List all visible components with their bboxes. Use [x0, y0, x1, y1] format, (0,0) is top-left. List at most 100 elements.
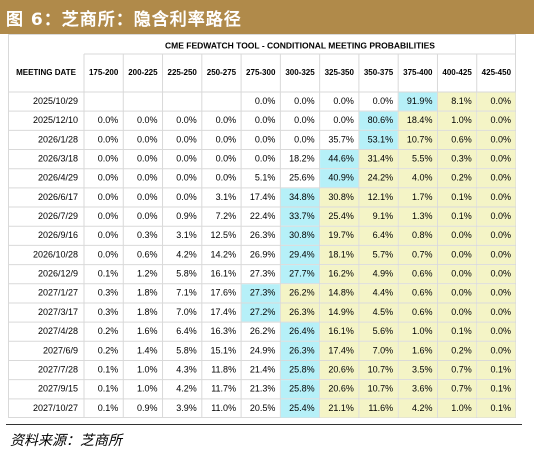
probability-value: 10.7% [368, 384, 394, 394]
probability-value: 0.0% [98, 192, 119, 202]
probability-value: 1.6% [412, 345, 433, 355]
probability-value: 91.9% [407, 96, 433, 106]
probability-value: 0.3% [451, 153, 472, 163]
upper-range-cell-highlight [477, 111, 516, 130]
probability-value: 21.3% [250, 384, 276, 394]
probability-value: 27.7% [289, 269, 315, 279]
meeting-date-label: 2027/7/28 [38, 364, 78, 374]
probability-value: 1.7% [412, 192, 433, 202]
probability-value: 8.1% [451, 96, 472, 106]
upper-range-cell-highlight [320, 322, 359, 341]
upper-range-cell-highlight [398, 399, 437, 418]
probability-value: 4.3% [176, 364, 197, 374]
upper-range-cell-highlight [320, 188, 359, 207]
upper-range-cell-highlight [477, 322, 516, 341]
meeting-date-label: 2027/6/9 [43, 345, 78, 355]
meeting-date-label: 2026/1/28 [38, 134, 78, 144]
probability-value: 27.3% [250, 288, 276, 298]
upper-range-cell-highlight [437, 188, 477, 207]
modal-cell-highlight [241, 284, 280, 303]
probability-value: 33.7% [289, 211, 315, 221]
upper-range-cell-highlight [398, 169, 437, 188]
modal-cell-highlight [320, 150, 359, 169]
probability-value: 10.7% [407, 134, 433, 144]
meeting-date-label: 2027/10/27 [33, 403, 78, 413]
probability-value: 0.0% [451, 269, 472, 279]
modal-cell-highlight [320, 169, 359, 188]
probability-value: 0.0% [373, 96, 394, 106]
probability-value: 5.8% [176, 269, 197, 279]
probability-value: 0.1% [490, 384, 511, 394]
probability-value: 26.9% [250, 249, 276, 259]
probability-value: 0.1% [490, 364, 511, 374]
probability-value: 5.7% [373, 249, 394, 259]
probability-value: 0.6% [451, 134, 472, 144]
column-header: 325-350 [325, 68, 355, 77]
probability-value: 18.2% [289, 153, 315, 163]
probability-value: 0.9% [176, 211, 197, 221]
upper-range-cell-highlight [320, 284, 359, 303]
upper-range-cell-highlight [398, 322, 437, 341]
probability-value: 0.0% [137, 153, 158, 163]
upper-range-cell-highlight [477, 380, 516, 399]
probability-value: 0.0% [176, 192, 197, 202]
upper-range-cell-highlight [437, 360, 477, 380]
probability-value: 0.0% [490, 288, 511, 298]
meeting-date-label: 2027/3/17 [38, 307, 78, 317]
column-header: 400-425 [442, 68, 472, 77]
upper-range-cell-highlight [320, 303, 359, 322]
probability-value: 25.6% [289, 173, 315, 183]
meeting-date-label: 2025/10/29 [33, 96, 78, 106]
upper-range-cell-highlight [359, 226, 398, 245]
upper-range-cell-highlight [437, 169, 477, 188]
modal-cell-highlight [280, 207, 320, 226]
modal-cell-highlight [359, 111, 398, 130]
probability-value: 11.6% [368, 403, 393, 413]
probability-value: 17.4% [211, 307, 237, 317]
probability-value: 0.2% [98, 326, 119, 336]
probability-value: 7.0% [373, 345, 394, 355]
column-header: 275-300 [246, 68, 276, 77]
probability-value: 0.0% [490, 115, 511, 125]
upper-range-cell-highlight [437, 322, 477, 341]
probability-value: 1.0% [412, 326, 433, 336]
probability-value: 17.4% [328, 345, 354, 355]
probability-value: 0.0% [490, 192, 511, 202]
probability-value: 0.0% [137, 173, 158, 183]
probability-value: 44.6% [328, 153, 354, 163]
modal-cell-highlight [280, 188, 320, 207]
probability-value: 0.0% [137, 134, 158, 144]
upper-range-cell-highlight [437, 380, 477, 399]
probability-value: 0.7% [451, 384, 472, 394]
upper-range-cell-highlight [398, 360, 437, 380]
probability-value: 11.0% [211, 403, 236, 413]
column-header: 350-375 [364, 68, 394, 77]
probability-value: 0.0% [490, 153, 511, 163]
meeting-date-label: 2025/12/10 [33, 115, 78, 125]
probability-value: 4.4% [373, 288, 394, 298]
row-header-label: MEETING DATE [16, 68, 77, 77]
upper-range-cell-highlight [398, 284, 437, 303]
probability-value: 1.2% [137, 269, 158, 279]
probability-value: 0.0% [490, 269, 511, 279]
probability-value: 0.3% [137, 230, 158, 240]
upper-range-cell-highlight [437, 399, 477, 418]
column-header: 300-325 [285, 68, 315, 77]
probability-value: 14.8% [328, 288, 354, 298]
probability-value: 40.9% [328, 173, 354, 183]
probability-value: 30.8% [289, 230, 315, 240]
probability-value: 0.1% [98, 269, 119, 279]
column-header: 425-450 [482, 68, 512, 77]
upper-range-cell-highlight [477, 399, 516, 418]
probability-value: 18.4% [407, 115, 433, 125]
upper-range-cell-highlight [477, 150, 516, 169]
probability-value: 0.0% [216, 134, 237, 144]
probability-value: 20.6% [328, 364, 354, 374]
probability-value: 0.0% [137, 192, 158, 202]
upper-range-cell-highlight [477, 341, 516, 360]
probability-value: 11.8% [211, 364, 236, 374]
meeting-date-label: 2026/3/18 [38, 153, 78, 163]
meeting-date-label: 2027/4/28 [38, 326, 78, 336]
probability-value: 16.1% [328, 326, 354, 336]
probability-value: 15.1% [211, 345, 237, 355]
